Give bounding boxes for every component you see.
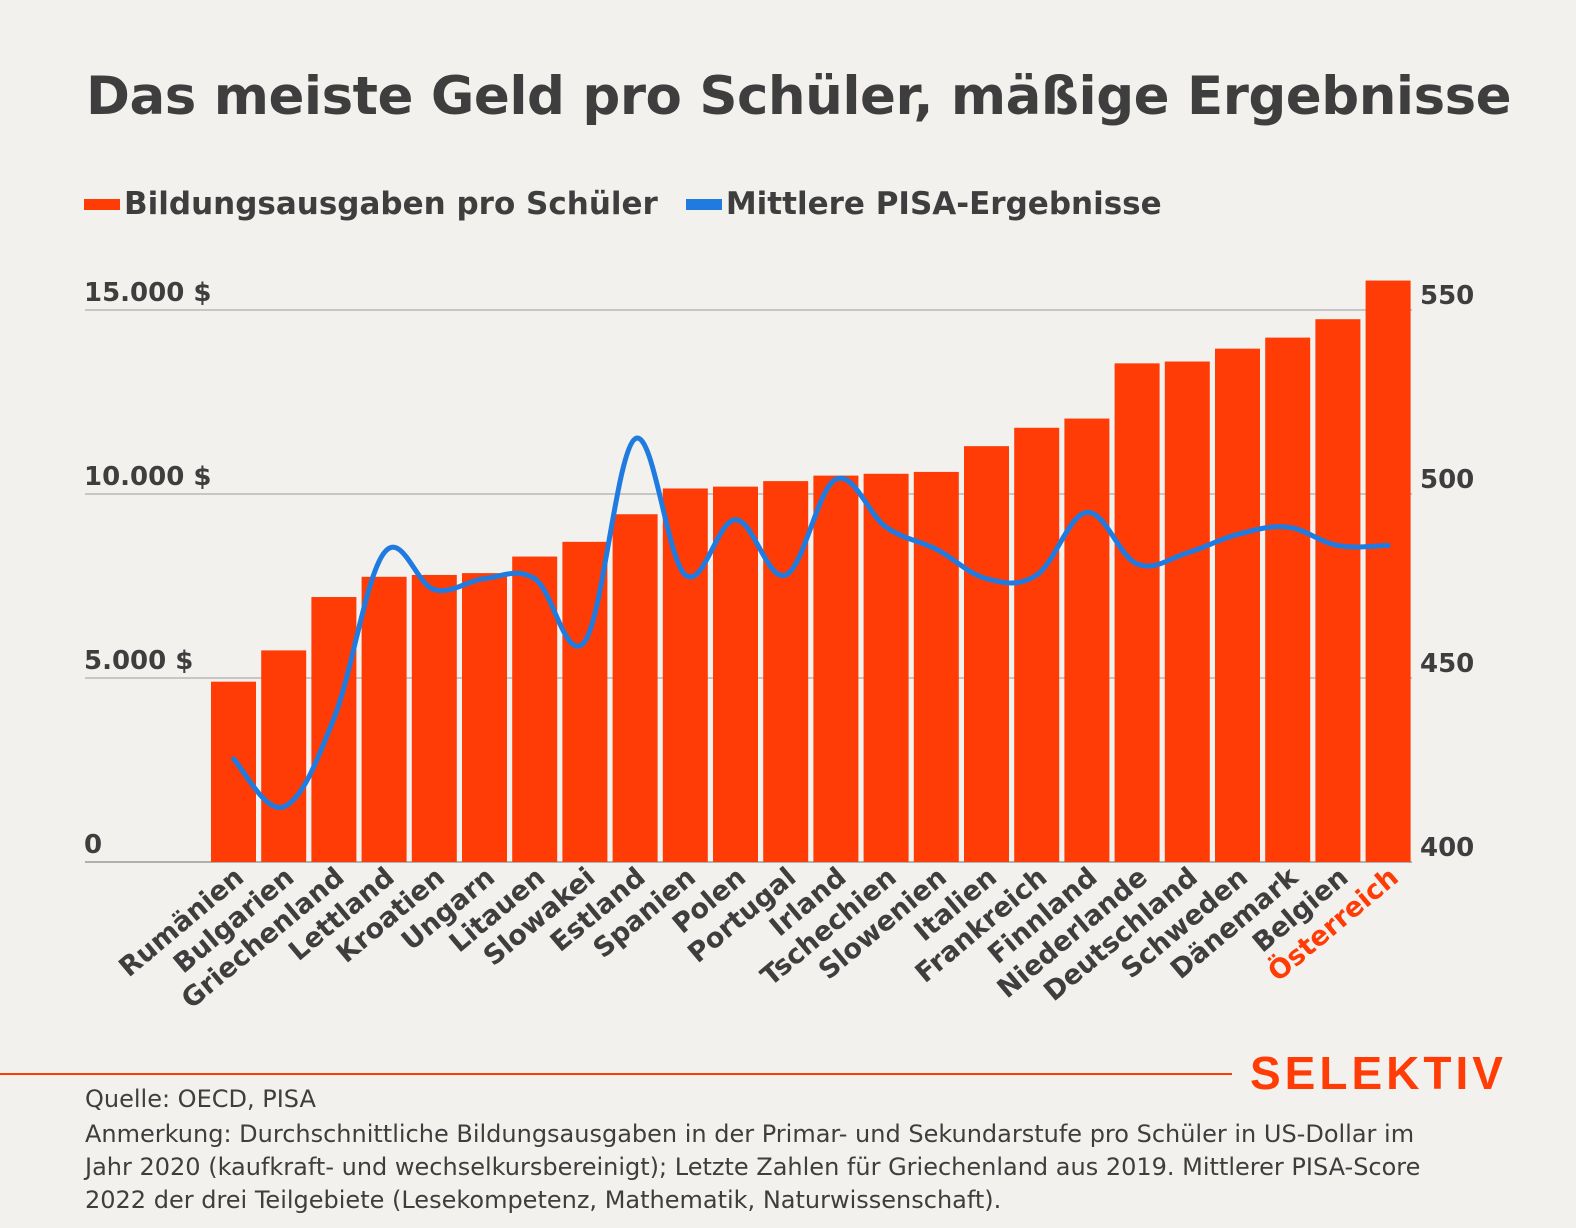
y-left-tick-label: 5.000 $ (84, 646, 193, 676)
legend-item-line: Mittlere PISA-Ergebnisse (685, 186, 1162, 222)
bar (1215, 348, 1260, 862)
legend-label-bars: Bildungsausgaben pro Schüler (124, 186, 658, 222)
bar (1315, 319, 1361, 862)
bar (763, 481, 809, 862)
bar (1265, 337, 1311, 863)
bar (612, 514, 658, 862)
brand-logo: SELEKTIV (1250, 1047, 1507, 1099)
bar (512, 556, 558, 862)
bar (1114, 363, 1160, 862)
bar (662, 488, 708, 862)
bar (1064, 418, 1110, 862)
chart-title: Das meiste Geld pro Schüler, mäßige Erge… (86, 66, 1512, 127)
legend-swatch-bars (84, 198, 120, 210)
bar (211, 681, 256, 862)
y-right-tick-label: 500 (1420, 465, 1474, 495)
y-left-tick-label: 15.000 $ (84, 278, 211, 308)
note-text: Anmerkung: Durchschnittliche Bildungsaus… (85, 1120, 1421, 1214)
bar (713, 486, 758, 862)
bar (311, 597, 357, 862)
source-text: Quelle: OECD, PISA (85, 1085, 316, 1113)
y-left-tick-label: 10.000 $ (84, 462, 211, 492)
bar (462, 573, 507, 862)
bar (964, 446, 1009, 862)
bar (863, 473, 909, 862)
bar (1365, 280, 1411, 862)
legend-swatch-line (685, 198, 722, 210)
pisa-line (231, 435, 1391, 810)
footer-divider (0, 1073, 1232, 1075)
y-left-tick-label: 0 (84, 830, 102, 860)
legend-item-bars: Bildungsausgaben pro Schüler (84, 186, 658, 222)
bar (813, 475, 859, 862)
y-right-tick-label: 400 (1420, 833, 1474, 863)
bar (1164, 361, 1210, 862)
combo-chart: 05.000 $10.000 $15.000 $400450500550Rumä… (84, 278, 1474, 1015)
bar (411, 574, 457, 862)
legend: Bildungsausgaben pro Schüler Mittlere PI… (84, 186, 1190, 222)
bar (913, 471, 959, 862)
bar (361, 576, 407, 862)
bar (1014, 427, 1060, 862)
bar (261, 650, 307, 862)
y-right-tick-label: 550 (1420, 281, 1474, 311)
y-right-tick-label: 450 (1420, 649, 1474, 679)
legend-label-line: Mittlere PISA-Ergebnisse (725, 186, 1162, 222)
